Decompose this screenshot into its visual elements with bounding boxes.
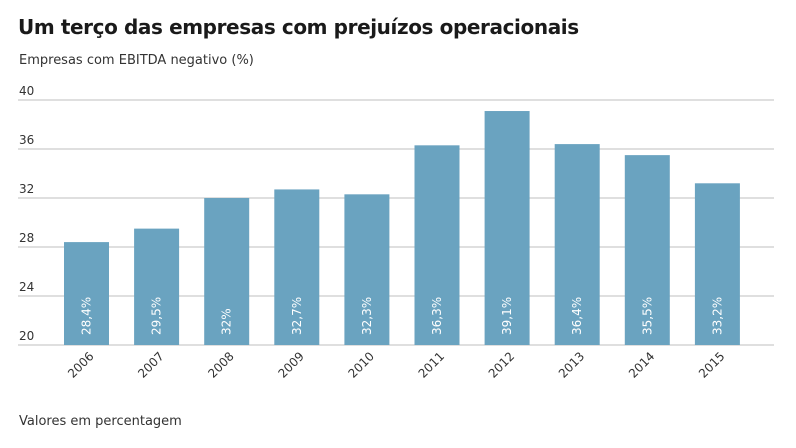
- y-tick-label: 32: [19, 182, 34, 196]
- bar-value-label: 32%: [220, 308, 234, 335]
- bar-value-label: 29,5%: [150, 297, 164, 335]
- bar-value-label: 39,1%: [500, 297, 514, 335]
- x-tick-label: 2014: [626, 349, 657, 380]
- footnote: Valores em percentagem: [19, 414, 182, 429]
- y-tick-label: 36: [19, 133, 34, 147]
- y-tick-label: 28: [19, 231, 34, 245]
- bar-2013: [554, 144, 600, 345]
- bar-value-label: 33,2%: [710, 297, 724, 335]
- y-axis-tick-labels: 20 24 28 32 36 40: [19, 84, 34, 343]
- x-tick-label: 2013: [556, 349, 587, 380]
- x-tick-label: 2011: [416, 349, 447, 380]
- bar-2009: [274, 189, 320, 345]
- bar-2011: [414, 145, 460, 345]
- bar-value-label: 28,4%: [80, 297, 94, 335]
- bar-2015: [694, 183, 740, 345]
- y-tick-label: 24: [19, 280, 34, 294]
- bar-2014: [624, 155, 670, 345]
- y-tick-label: 20: [19, 329, 34, 343]
- bar-2008: [204, 198, 250, 345]
- x-tick-label: 2009: [275, 349, 306, 380]
- x-tick-label: 2015: [696, 349, 727, 380]
- bar-2010: [344, 194, 390, 345]
- x-tick-label: 2010: [346, 349, 377, 380]
- bar-value-label: 36,4%: [570, 297, 584, 335]
- y-tick-label: 40: [19, 84, 34, 98]
- bars: 28,4% 29,5% 32% 32,7% 32,3% 36,3% 39,1% 36,4% 35…: [64, 111, 740, 346]
- x-axis-tick-labels: 2006 2007 2008 2009 2010 2011 2012 2013 2014 2015: [65, 349, 727, 380]
- bar-value-label: 32,7%: [290, 297, 304, 335]
- x-tick-label: 2012: [486, 349, 517, 380]
- x-tick-label: 2008: [205, 349, 236, 380]
- chart-subtitle: Empresas com EBITDA negativo (%): [19, 53, 254, 68]
- bar-2007: [134, 228, 180, 345]
- bar-2006: [64, 242, 109, 345]
- bar-value-label: 36,3%: [430, 297, 444, 335]
- bar-value-label: 35,5%: [640, 297, 654, 335]
- x-tick-label: 2007: [135, 349, 166, 380]
- bar-2012: [484, 111, 530, 346]
- chart-title: Um terço das empresas com prejuízos oper…: [18, 15, 579, 39]
- x-tick-label: 2006: [65, 349, 96, 380]
- bar-value-label: 32,3%: [360, 297, 374, 335]
